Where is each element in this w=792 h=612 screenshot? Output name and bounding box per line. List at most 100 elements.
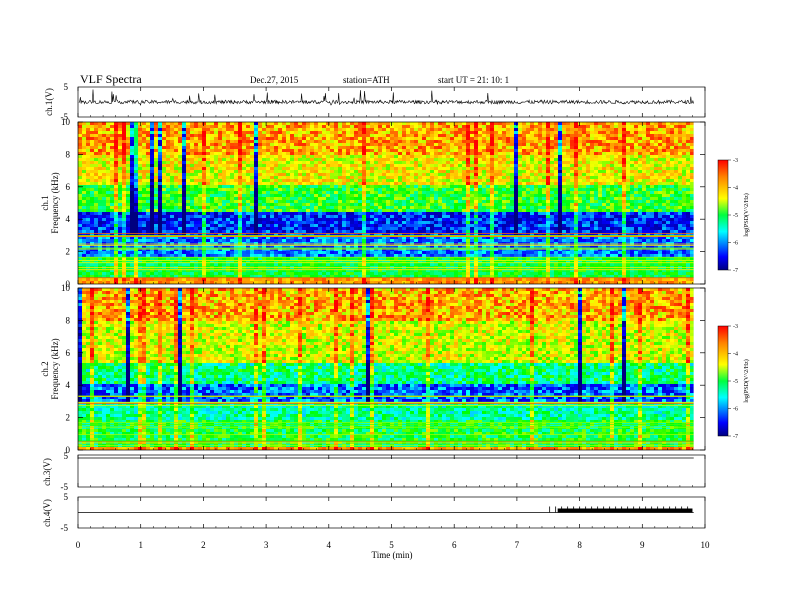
- spectrogram-cell: [118, 272, 122, 275]
- spectrogram-cell: [78, 251, 82, 254]
- spectrogram-cell: [170, 278, 174, 281]
- spectrogram-cell: [102, 131, 106, 134]
- spectrogram-cell: [270, 215, 274, 218]
- spectrogram-cell: [422, 185, 426, 188]
- spectrogram-cell: [90, 275, 94, 278]
- spectrogram-cell: [146, 137, 150, 140]
- spectrogram-cell: [358, 167, 362, 170]
- spectrogram-cell: [122, 179, 126, 182]
- spectrogram-cell: [206, 227, 210, 230]
- spectrogram-cell: [234, 257, 238, 260]
- spectrogram-cell: [126, 197, 130, 200]
- spectrogram-cell: [394, 278, 398, 281]
- spectrogram-cell: [194, 257, 198, 260]
- spectrogram-cell: [374, 155, 378, 158]
- spectrogram-cell: [194, 227, 198, 230]
- spectrogram-cell: [258, 239, 262, 242]
- spectrogram-cell: [206, 260, 210, 263]
- spectrogram-cell: [114, 128, 118, 131]
- spectrogram-cell: [398, 170, 402, 173]
- spectrogram-cell: [402, 209, 406, 212]
- spectrogram-cell: [82, 275, 86, 278]
- spectrogram-cell: [158, 176, 162, 179]
- spectrogram-cell: [434, 221, 438, 224]
- spectrogram-cell: [246, 245, 250, 248]
- spectrogram-cell: [386, 251, 390, 254]
- spectrogram-cell: [138, 230, 142, 233]
- spectrogram-cell: [442, 176, 446, 179]
- spectrogram-cell: [278, 146, 282, 149]
- spectrogram-cell: [346, 146, 350, 149]
- spectrogram-cell: [326, 158, 330, 161]
- spectrogram-cell: [134, 203, 138, 206]
- spectrogram-cell: [174, 137, 178, 140]
- spectrogram-cell: [358, 173, 362, 176]
- spectrogram-cell: [318, 122, 322, 125]
- spectrogram-cell: [110, 281, 114, 284]
- spectrogram-cell: [438, 179, 442, 182]
- spectrogram-cell: [370, 122, 374, 125]
- spectrogram-cell: [390, 173, 394, 176]
- spectrogram-cell: [362, 257, 366, 260]
- spectrogram-cell: [170, 173, 174, 176]
- spectrogram-cell: [130, 128, 134, 131]
- spectrogram-cell: [162, 155, 166, 158]
- spectrogram-cell: [446, 164, 450, 167]
- spectrogram-cell: [94, 212, 98, 215]
- spectrogram-cell: [210, 278, 214, 281]
- spectrogram-cell: [422, 167, 426, 170]
- spectrogram-cell: [386, 209, 390, 212]
- spectrogram-cell: [362, 209, 366, 212]
- spectrogram-cell: [230, 167, 234, 170]
- spectrogram-cell: [362, 179, 366, 182]
- spectrogram-cell: [342, 188, 346, 191]
- spectrogram-cell: [418, 236, 422, 239]
- spectrogram-cell: [414, 251, 418, 254]
- spectrogram-cell: [82, 224, 86, 227]
- spectrogram-cell: [178, 164, 182, 167]
- spectrogram-cell: [386, 215, 390, 218]
- spectrogram-cell: [166, 158, 170, 161]
- spectrogram-cell: [330, 269, 334, 272]
- spectrogram-cell: [390, 275, 394, 278]
- spectrogram-cell: [190, 263, 194, 266]
- spectrogram-cell: [90, 179, 94, 182]
- spectrogram-cell: [414, 185, 418, 188]
- spectrogram-cell: [182, 206, 186, 209]
- spectrogram-cell: [342, 269, 346, 272]
- spectrogram-cell: [218, 179, 222, 182]
- spectrogram-cell: [182, 230, 186, 233]
- spectrogram-cell: [170, 281, 174, 284]
- spectrogram-cell: [86, 278, 90, 281]
- spectrogram-cell: [346, 167, 350, 170]
- spectrogram-cell: [346, 125, 350, 128]
- spectrogram-cell: [194, 188, 198, 191]
- spectrogram-cell: [282, 236, 286, 239]
- spectrogram-cell: [318, 191, 322, 194]
- spectrogram-cell: [362, 122, 366, 125]
- spectrogram-cell: [414, 158, 418, 161]
- spectrogram-cell: [78, 197, 82, 200]
- spectrogram-cell: [118, 152, 122, 155]
- spectrogram-cell: [406, 215, 410, 218]
- spectrogram-cell: [218, 152, 222, 155]
- spectrogram-cell: [310, 224, 314, 227]
- spectrogram-cell: [130, 191, 134, 194]
- spectrogram-cell: [374, 191, 378, 194]
- spectrogram-cell: [182, 197, 186, 200]
- spectrogram-cell: [330, 143, 334, 146]
- spectrogram-cell: [278, 263, 282, 266]
- spectrogram-cell: [102, 254, 106, 257]
- spectrogram-cell: [194, 230, 198, 233]
- spectrogram-cell: [430, 170, 434, 173]
- spectrogram-cell: [174, 263, 178, 266]
- spectrogram-cell: [406, 254, 410, 257]
- spectrogram-cell: [254, 236, 258, 239]
- spectrogram-cell: [226, 203, 230, 206]
- spectrogram-cell: [118, 155, 122, 158]
- spectrogram-cell: [158, 170, 162, 173]
- spectrogram-cell: [162, 164, 166, 167]
- spectrogram-cell: [310, 137, 314, 140]
- spectrogram-cell: [390, 218, 394, 221]
- spectrogram-cell: [94, 281, 98, 284]
